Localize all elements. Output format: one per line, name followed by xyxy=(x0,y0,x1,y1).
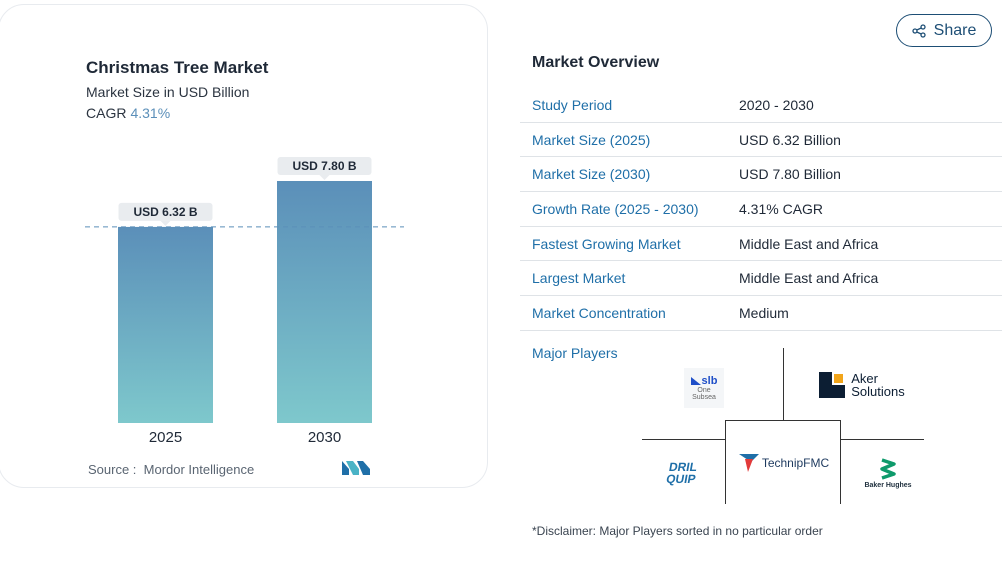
aker-line2: Solutions xyxy=(851,384,905,399)
data-label-pointer xyxy=(319,175,330,180)
overview-value: 2020 - 2030 xyxy=(739,96,814,113)
overview-key[interactable]: Study Period xyxy=(532,96,613,113)
overview-row: Market Size (2030) USD 7.80 Billion xyxy=(520,157,1002,193)
slb-name: slb xyxy=(701,375,718,387)
overview-value: Middle East and Africa xyxy=(739,235,879,252)
market-overview-title: Market Overview xyxy=(532,54,660,71)
baker-hughes-name: Baker Hughes xyxy=(864,481,912,489)
chart-subtitle: Market Size in USD Billion xyxy=(86,84,250,100)
overview-key[interactable]: Growth Rate (2025 - 2030) xyxy=(532,200,699,217)
chart-source: Source : Mordor Intelligence xyxy=(88,462,255,477)
slb-onesubsea-logo[interactable]: slb One Subsea xyxy=(684,368,724,408)
technipfmc-name: TechnipFMC xyxy=(761,456,830,470)
mordor-logo-icon xyxy=(342,461,370,475)
data-label-box xyxy=(277,157,372,175)
grid-divider xyxy=(642,439,725,440)
overview-row: Market Size (2025) USD 6.32 Billion xyxy=(520,123,1002,158)
technipfmc-mark-icon xyxy=(738,454,759,472)
overview-row: Largest Market Middle East and Africa xyxy=(520,261,1002,297)
overview-row: Growth Rate (2025 - 2030) 4.31% CAGR xyxy=(520,192,1002,227)
bar xyxy=(277,181,372,423)
overview-value: 4.31% CAGR xyxy=(739,200,824,217)
drilquip-line2: QUIP xyxy=(665,472,697,486)
overview-row: Study Period 2020 - 2030 xyxy=(520,88,1002,123)
overview-value: Medium xyxy=(739,304,789,321)
cagr-value: 4.31% xyxy=(130,105,171,121)
grid-divider xyxy=(783,348,784,420)
overview-value: USD 6.32 Billion xyxy=(739,131,841,148)
data-label: USD 6.32 B xyxy=(133,205,197,219)
slb-sub2: Subsea xyxy=(692,394,716,401)
x-tick-label: 2030 xyxy=(308,429,341,446)
slb-mark-icon xyxy=(690,377,701,385)
grid-divider xyxy=(841,439,924,440)
chart-card: USD 6.32 B 2025 USD 7.80 B 2030 xyxy=(0,4,488,488)
share-button[interactable]: Share xyxy=(896,14,992,47)
overview-row: Fastest Growing Market Middle East and Af… xyxy=(520,227,1002,262)
baker-hughes-logo[interactable]: Baker Hughes xyxy=(860,454,916,492)
data-label: USD 7.80 B xyxy=(292,159,356,173)
overview-key[interactable]: Market Size (2025) xyxy=(532,131,651,148)
overview-key[interactable]: Market Size (2030) xyxy=(532,166,651,183)
aker-line1: Aker xyxy=(851,371,878,386)
dril-quip-logo[interactable]: DRIL QUIP xyxy=(659,458,704,488)
data-label-pointer xyxy=(160,220,171,226)
major-players-grid: slb One Subsea Aker Solutions TechnipFMC xyxy=(640,348,930,504)
cagr-label: CAGR xyxy=(86,105,127,121)
overview-row: Market Concentration Medium xyxy=(520,296,1002,331)
overview-value: Middle East and Africa xyxy=(739,270,879,287)
overview-value: USD 7.80 Billion xyxy=(739,166,841,183)
share-icon xyxy=(911,23,926,38)
chart-title: Christmas Tree Market xyxy=(86,58,269,77)
aker-solutions-logo[interactable]: Aker Solutions xyxy=(812,368,912,402)
overview-key[interactable]: Market Concentration xyxy=(532,304,666,321)
bar xyxy=(118,226,213,423)
baker-hughes-mark-icon xyxy=(880,457,896,480)
market-overview-table: Study Period 2020 - 2030 Market Size (202… xyxy=(520,88,1002,331)
aker-mark-icon xyxy=(819,372,846,398)
major-players-label[interactable]: Major Players xyxy=(532,345,618,361)
chart-cagr: CAGR 4.31% xyxy=(86,105,170,121)
technipfmc-logo[interactable]: TechnipFMC xyxy=(732,452,836,474)
bar-chart: USD 6.32 B 2025 USD 7.80 B 2030 xyxy=(85,157,404,446)
overview-key[interactable]: Largest Market xyxy=(532,270,626,287)
disclaimer: *Disclaimer: Major Players sorted in no … xyxy=(532,524,823,538)
x-tick-label: 2025 xyxy=(149,429,182,446)
overview-key[interactable]: Fastest Growing Market xyxy=(532,235,681,252)
share-label: Share xyxy=(933,21,977,39)
data-label-box xyxy=(118,202,213,221)
center-player-box xyxy=(725,420,841,504)
slb-sub1: One xyxy=(697,387,711,394)
